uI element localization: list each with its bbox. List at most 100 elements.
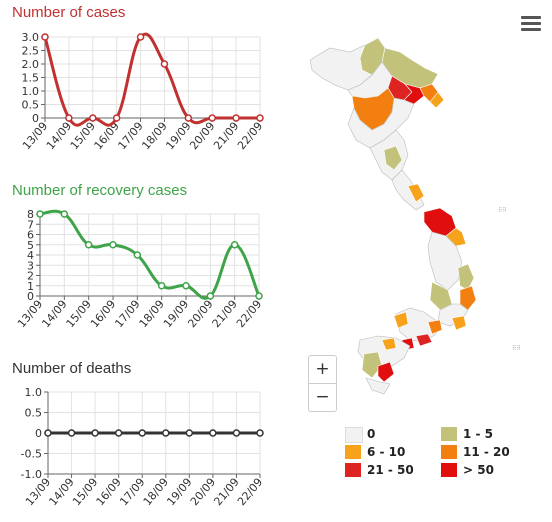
legend-item: 21 - 50 <box>345 463 441 477</box>
cases-data-point <box>160 60 169 68</box>
cases-xtick-label: 13/09 <box>20 120 50 153</box>
recovery-data-point <box>230 241 239 249</box>
cases-xtick-label: 19/09 <box>163 120 193 153</box>
map-region-highlands-2[interactable] <box>457 263 475 291</box>
map-region-mekong-red[interactable] <box>377 361 395 383</box>
deaths-data-point <box>67 429 76 437</box>
legend-swatch <box>345 427 363 443</box>
map-region-mekong-yellow[interactable] <box>381 337 397 351</box>
cases-data-point <box>41 33 49 41</box>
recovery-xtick-label: 22/09 <box>234 298 264 331</box>
deaths-ytick-label: 1.0 <box>25 386 43 399</box>
legend-swatch <box>345 463 361 477</box>
deaths-ytick-label: -1.0 <box>21 468 42 481</box>
recovery-xtick-label: 15/09 <box>64 298 94 331</box>
legend-item: 11 - 20 <box>441 445 537 459</box>
zoom-out-button[interactable]: − <box>308 383 337 412</box>
deaths-data-point <box>162 429 170 437</box>
cases-series-line <box>43 32 260 127</box>
cases-chart-title: Number of cases <box>12 4 126 21</box>
cases-ytick-label: 2.5 <box>22 45 40 58</box>
cases-ytick-label: 1.0 <box>22 85 40 98</box>
map-region-central-2[interactable] <box>383 145 403 171</box>
recovery-data-point <box>84 241 93 249</box>
deaths-data-point <box>138 429 146 437</box>
deaths-data-point <box>91 429 99 437</box>
recovery-data-point <box>206 292 215 300</box>
recovery-data-point <box>36 210 44 218</box>
map-region-highlands-1[interactable] <box>427 231 463 291</box>
deaths-xtick-label: 14/09 <box>47 476 77 509</box>
deaths-xtick-label: 20/09 <box>188 476 218 509</box>
deaths-xtick-label: 15/09 <box>70 476 100 509</box>
legend-label: 6 - 10 <box>367 445 406 459</box>
province-map[interactable]: ⠿⠿ ⠿⠿ <box>300 0 552 420</box>
map-legend: 0 1 - 5 6 - 10 11 - 20 21 - 50 > 50 <box>345 427 535 487</box>
cases-xtick-label: 14/09 <box>44 120 74 153</box>
cases-ytick-label: 0.5 <box>22 99 40 112</box>
recovery-data-point <box>157 282 166 290</box>
map-region-north-central[interactable] <box>347 97 415 149</box>
recovery-ytick-label: 4 <box>27 249 34 262</box>
cases-xtick-label: 22/09 <box>235 120 265 153</box>
recovery-ytick-label: 2 <box>27 270 34 283</box>
hamburger-menu-icon[interactable] <box>521 16 541 34</box>
cases-data-point <box>65 114 73 122</box>
cases-xtick-label: 18/09 <box>139 120 169 153</box>
zoom-in-button[interactable]: + <box>308 355 337 384</box>
cases-data-point <box>256 114 264 122</box>
deaths-data-point <box>209 429 217 437</box>
recovery-ytick-label: 5 <box>27 239 34 252</box>
legend-label: 1 - 5 <box>463 427 494 441</box>
deaths-xtick-label: 17/09 <box>117 476 147 509</box>
legend-swatch <box>441 427 457 441</box>
deaths-xtick-label: 21/09 <box>211 476 241 509</box>
recovery-xtick-label: 18/09 <box>137 298 167 331</box>
map-region-south-orange-1[interactable] <box>427 319 443 335</box>
legend-item: 6 - 10 <box>345 445 441 459</box>
deaths-data-point <box>44 429 52 437</box>
map-region-mekong-1-5[interactable] <box>361 351 383 379</box>
spratly-islands-icon: ⠿⠿ <box>512 345 521 352</box>
cases-chart-plot: 3.02.52.01.51.00.5013/0914/0915/0916/091… <box>20 31 265 153</box>
map-region-south-central-orange[interactable] <box>451 315 467 331</box>
map-region-delta-yellow[interactable] <box>429 91 445 109</box>
recovery-chart: Number of recovery cases 8 7 6 5 4 3 2 1 0 13/09 1… <box>0 178 290 353</box>
legend-label: > 50 <box>463 463 494 477</box>
legend-label: 21 - 50 <box>367 463 414 477</box>
cases-ytick-label: 1.5 <box>22 72 40 85</box>
cases-ytick-label: 2.0 <box>22 58 40 71</box>
map-region-camau[interactable] <box>365 377 391 395</box>
legend-item: 1 - 5 <box>441 427 537 441</box>
recovery-series-line <box>39 209 261 300</box>
recovery-xtick-label: 16/09 <box>88 298 118 331</box>
legend-swatch <box>345 445 361 459</box>
legend-item: > 50 <box>441 463 537 477</box>
map-region-central-orange[interactable] <box>407 183 425 203</box>
cases-data-point <box>208 114 216 122</box>
cases-xtick-label: 21/09 <box>211 120 241 153</box>
cases-data-point <box>89 114 97 122</box>
map-region-south-yellow-1[interactable] <box>393 311 409 329</box>
legend-label: 11 - 20 <box>463 445 510 459</box>
recovery-xtick-label: 13/09 <box>15 298 45 331</box>
deaths-xtick-label: 18/09 <box>141 476 171 509</box>
recovery-data-point <box>133 251 142 259</box>
recovery-chart-title: Number of recovery cases <box>12 182 188 199</box>
deaths-chart-title: Number of deaths <box>12 360 132 377</box>
legend-swatch <box>441 445 457 459</box>
cases-chart: Number of cases 3.0 2.5 2.0 1.5 1.0 0.5 0 13/09… <box>0 0 290 170</box>
deaths-xtick-label: 19/09 <box>164 476 194 509</box>
recovery-ytick-label: 8 <box>27 208 34 221</box>
map-region-hcmc-red[interactable] <box>415 333 433 347</box>
paracel-islands-icon: ⠿⠿ <box>498 207 507 214</box>
recovery-xtick-label: 19/09 <box>161 298 191 331</box>
recovery-ytick-label: 0 <box>27 290 34 303</box>
recovery-ytick-label: 6 <box>27 229 34 242</box>
recovery-xtick-label: 17/09 <box>112 298 142 331</box>
recovery-chart-plot: 87654321013/0914/0915/0916/0917/0918/091… <box>15 208 264 331</box>
map-region-khanhhoa-orange[interactable] <box>459 285 477 311</box>
deaths-data-point <box>256 429 264 437</box>
deaths-ytick-label: -0.5 <box>21 448 42 461</box>
legend-swatch <box>441 463 457 477</box>
